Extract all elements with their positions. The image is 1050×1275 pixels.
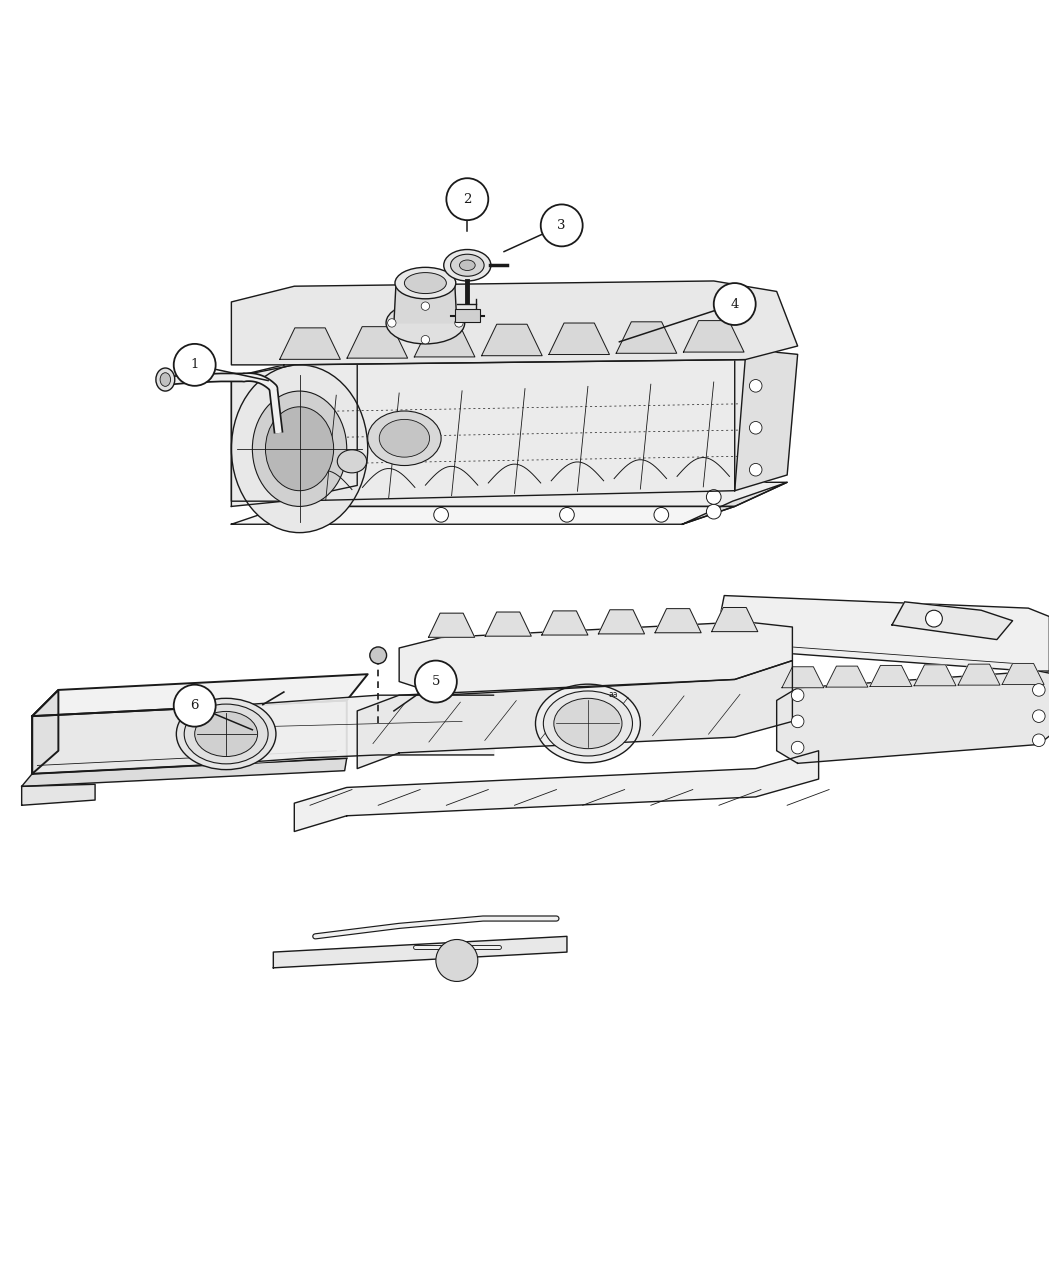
- Text: 3: 3: [558, 219, 566, 232]
- Ellipse shape: [543, 691, 632, 756]
- Polygon shape: [598, 609, 645, 634]
- Circle shape: [434, 507, 448, 523]
- Circle shape: [792, 715, 804, 728]
- Polygon shape: [712, 607, 758, 631]
- Text: 2: 2: [463, 193, 471, 205]
- Circle shape: [750, 463, 762, 476]
- Circle shape: [1032, 710, 1045, 723]
- Circle shape: [421, 302, 429, 310]
- Ellipse shape: [252, 391, 346, 506]
- Circle shape: [455, 319, 463, 328]
- Ellipse shape: [386, 302, 465, 344]
- Polygon shape: [616, 321, 677, 353]
- Circle shape: [707, 490, 721, 505]
- Polygon shape: [415, 325, 475, 357]
- Ellipse shape: [395, 268, 456, 298]
- Ellipse shape: [536, 685, 640, 762]
- Circle shape: [370, 646, 386, 664]
- Polygon shape: [231, 354, 357, 506]
- Polygon shape: [482, 324, 542, 356]
- Polygon shape: [826, 666, 868, 687]
- Text: 4: 4: [731, 297, 739, 311]
- Circle shape: [421, 335, 429, 344]
- Polygon shape: [870, 666, 912, 686]
- Text: 5: 5: [432, 674, 440, 688]
- Ellipse shape: [231, 365, 368, 533]
- Circle shape: [1032, 734, 1045, 747]
- Circle shape: [415, 660, 457, 703]
- Polygon shape: [782, 667, 824, 687]
- Polygon shape: [915, 664, 956, 686]
- Polygon shape: [892, 602, 1012, 640]
- Ellipse shape: [553, 699, 622, 748]
- Polygon shape: [33, 674, 367, 717]
- Circle shape: [750, 380, 762, 393]
- Text: 1: 1: [190, 358, 198, 371]
- Polygon shape: [684, 320, 744, 352]
- Text: aa: aa: [609, 690, 618, 699]
- Polygon shape: [958, 664, 1000, 685]
- Polygon shape: [284, 482, 788, 506]
- Polygon shape: [682, 482, 788, 524]
- Polygon shape: [348, 326, 407, 358]
- Polygon shape: [1002, 663, 1044, 685]
- Polygon shape: [549, 323, 609, 354]
- Circle shape: [173, 685, 215, 727]
- Ellipse shape: [266, 407, 334, 491]
- Circle shape: [387, 319, 396, 328]
- Polygon shape: [394, 283, 457, 323]
- Polygon shape: [357, 660, 793, 769]
- Circle shape: [750, 422, 762, 434]
- Ellipse shape: [460, 260, 476, 270]
- Circle shape: [714, 283, 756, 325]
- Polygon shape: [22, 784, 96, 806]
- Polygon shape: [231, 280, 798, 365]
- Polygon shape: [399, 622, 793, 695]
- Polygon shape: [22, 759, 346, 787]
- Circle shape: [436, 940, 478, 982]
- Polygon shape: [714, 595, 1049, 671]
- Circle shape: [792, 688, 804, 701]
- Circle shape: [654, 507, 669, 523]
- Circle shape: [792, 741, 804, 754]
- FancyBboxPatch shape: [455, 310, 480, 321]
- Ellipse shape: [160, 372, 170, 386]
- Ellipse shape: [368, 411, 441, 465]
- Text: 6: 6: [190, 699, 198, 713]
- Polygon shape: [485, 612, 531, 636]
- Polygon shape: [294, 751, 819, 831]
- Circle shape: [1032, 683, 1045, 696]
- Polygon shape: [33, 700, 347, 774]
- Ellipse shape: [184, 704, 268, 764]
- Polygon shape: [279, 328, 340, 360]
- Ellipse shape: [404, 273, 446, 293]
- Ellipse shape: [379, 419, 429, 458]
- Polygon shape: [231, 360, 746, 501]
- Ellipse shape: [155, 368, 174, 391]
- Circle shape: [541, 204, 583, 246]
- Circle shape: [446, 179, 488, 221]
- Ellipse shape: [194, 711, 257, 756]
- Polygon shape: [777, 671, 1050, 764]
- Polygon shape: [33, 690, 59, 774]
- Ellipse shape: [176, 699, 276, 770]
- Polygon shape: [735, 349, 798, 491]
- Polygon shape: [655, 608, 701, 632]
- Polygon shape: [273, 936, 567, 968]
- Ellipse shape: [450, 254, 484, 277]
- Circle shape: [173, 344, 215, 386]
- Ellipse shape: [444, 250, 491, 280]
- Circle shape: [707, 505, 721, 519]
- Ellipse shape: [337, 450, 366, 473]
- Polygon shape: [231, 506, 735, 524]
- Circle shape: [318, 507, 333, 523]
- Circle shape: [925, 611, 942, 627]
- Polygon shape: [428, 613, 475, 638]
- Polygon shape: [542, 611, 588, 635]
- Circle shape: [560, 507, 574, 523]
